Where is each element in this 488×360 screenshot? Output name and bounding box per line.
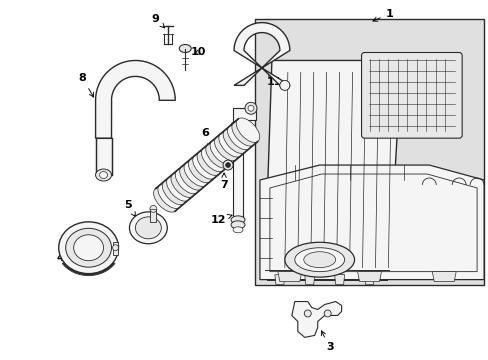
Ellipse shape	[227, 125, 250, 150]
Ellipse shape	[153, 188, 177, 212]
Polygon shape	[150, 210, 156, 222]
FancyBboxPatch shape	[361, 53, 461, 138]
Ellipse shape	[230, 121, 244, 129]
Text: 10: 10	[190, 48, 205, 58]
Polygon shape	[304, 275, 314, 285]
Text: 3: 3	[321, 331, 333, 352]
Ellipse shape	[303, 252, 335, 268]
Polygon shape	[364, 275, 374, 285]
Ellipse shape	[158, 184, 181, 208]
Ellipse shape	[236, 118, 259, 143]
Polygon shape	[234, 23, 289, 85]
Circle shape	[223, 160, 233, 170]
Circle shape	[225, 163, 230, 167]
Polygon shape	[95, 60, 175, 138]
Ellipse shape	[230, 126, 244, 134]
Ellipse shape	[192, 155, 216, 179]
Ellipse shape	[214, 136, 238, 161]
Circle shape	[247, 105, 253, 111]
Polygon shape	[277, 272, 301, 282]
Ellipse shape	[219, 133, 242, 157]
Ellipse shape	[135, 217, 161, 239]
Ellipse shape	[279, 81, 289, 90]
Bar	[254, 19, 483, 285]
Text: 9: 9	[151, 14, 164, 28]
Text: 6: 6	[201, 128, 210, 152]
Ellipse shape	[233, 227, 243, 233]
Text: 8: 8	[79, 73, 94, 97]
Polygon shape	[233, 108, 255, 132]
Ellipse shape	[285, 242, 354, 277]
Ellipse shape	[129, 212, 167, 244]
Ellipse shape	[223, 129, 246, 153]
Ellipse shape	[197, 151, 220, 175]
Ellipse shape	[95, 169, 111, 181]
Ellipse shape	[100, 171, 107, 179]
Ellipse shape	[210, 140, 233, 165]
Ellipse shape	[166, 177, 190, 201]
Ellipse shape	[294, 248, 344, 272]
Ellipse shape	[65, 228, 111, 267]
Circle shape	[304, 310, 310, 317]
Text: 5: 5	[124, 200, 135, 217]
Ellipse shape	[59, 222, 118, 274]
Polygon shape	[291, 302, 341, 337]
Polygon shape	[233, 130, 243, 220]
Text: 12: 12	[210, 215, 232, 225]
Polygon shape	[357, 272, 381, 282]
Text: 1: 1	[372, 9, 392, 21]
Polygon shape	[112, 242, 118, 255]
Ellipse shape	[188, 158, 211, 183]
Ellipse shape	[230, 216, 244, 224]
Ellipse shape	[162, 180, 185, 205]
Polygon shape	[260, 165, 483, 280]
Circle shape	[112, 245, 118, 251]
Polygon shape	[95, 138, 111, 175]
Text: 7: 7	[220, 173, 227, 190]
Ellipse shape	[201, 147, 224, 172]
Text: 2: 2	[414, 54, 422, 72]
Polygon shape	[274, 275, 285, 285]
Polygon shape	[264, 60, 399, 280]
Circle shape	[244, 102, 256, 114]
Ellipse shape	[175, 169, 199, 194]
Circle shape	[149, 206, 157, 212]
Polygon shape	[334, 275, 344, 285]
Circle shape	[279, 80, 289, 90]
Text: 11: 11	[266, 73, 282, 87]
Ellipse shape	[179, 45, 191, 53]
Text: 4: 4	[57, 250, 71, 263]
Ellipse shape	[205, 144, 229, 168]
Ellipse shape	[230, 221, 244, 229]
Circle shape	[324, 310, 330, 317]
Ellipse shape	[183, 162, 207, 186]
Ellipse shape	[171, 173, 194, 197]
Ellipse shape	[74, 235, 103, 261]
Polygon shape	[431, 272, 455, 282]
Ellipse shape	[231, 122, 255, 146]
Ellipse shape	[179, 166, 203, 190]
